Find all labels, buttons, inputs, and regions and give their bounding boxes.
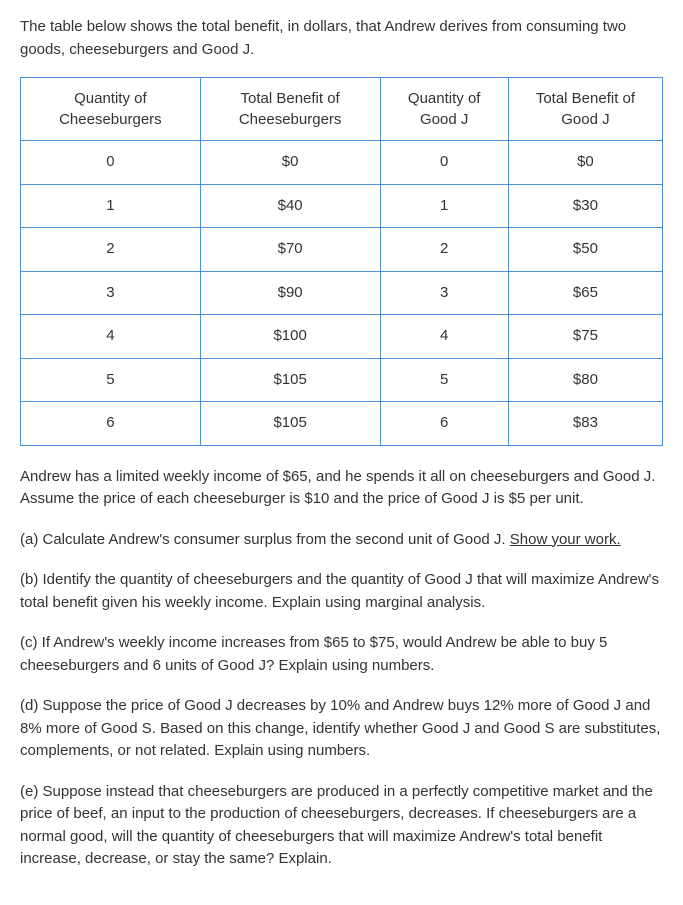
question-a: (a) Calculate Andrew's consumer surplus … bbox=[20, 529, 663, 552]
table-row: 2$702$50 bbox=[21, 228, 663, 272]
table-row: 3$903$65 bbox=[21, 271, 663, 315]
table-cell: 0 bbox=[380, 141, 508, 185]
table-cell: 3 bbox=[21, 271, 201, 315]
table-cell: 5 bbox=[21, 358, 201, 402]
table-cell: 6 bbox=[380, 402, 508, 446]
header-qty-goodj: Quantity of Good J bbox=[380, 78, 508, 141]
question-d: (d) Suppose the price of Good J decrease… bbox=[20, 695, 663, 763]
table-cell: $30 bbox=[508, 184, 662, 228]
table-cell: 4 bbox=[21, 315, 201, 359]
context-text: Andrew has a limited weekly income of $6… bbox=[20, 466, 663, 511]
table-cell: 3 bbox=[380, 271, 508, 315]
table-cell: 4 bbox=[380, 315, 508, 359]
table-cell: 2 bbox=[380, 228, 508, 272]
table-row: 4$1004$75 bbox=[21, 315, 663, 359]
table-cell: 0 bbox=[21, 141, 201, 185]
table-cell: $90 bbox=[200, 271, 380, 315]
table-cell: $105 bbox=[200, 358, 380, 402]
header-benefit-cheeseburgers: Total Benefit of Cheeseburgers bbox=[200, 78, 380, 141]
header-qty-cheeseburgers: Quantity of Cheeseburgers bbox=[21, 78, 201, 141]
intro-text: The table below shows the total benefit,… bbox=[20, 16, 663, 61]
question-a-underline: Show your work. bbox=[510, 531, 621, 548]
table-cell: $0 bbox=[508, 141, 662, 185]
table-cell: $50 bbox=[508, 228, 662, 272]
table-cell: $70 bbox=[200, 228, 380, 272]
table-cell: 6 bbox=[21, 402, 201, 446]
question-c: (c) If Andrew's weekly income increases … bbox=[20, 632, 663, 677]
benefit-table: Quantity of Cheeseburgers Total Benefit … bbox=[20, 77, 663, 446]
table-cell: $40 bbox=[200, 184, 380, 228]
table-row: 6$1056$83 bbox=[21, 402, 663, 446]
table-cell: $80 bbox=[508, 358, 662, 402]
table-row: 5$1055$80 bbox=[21, 358, 663, 402]
table-header-row: Quantity of Cheeseburgers Total Benefit … bbox=[21, 78, 663, 141]
table-cell: $105 bbox=[200, 402, 380, 446]
table-cell: 1 bbox=[380, 184, 508, 228]
table-row: 1$401$30 bbox=[21, 184, 663, 228]
table-cell: $100 bbox=[200, 315, 380, 359]
table-cell: $75 bbox=[508, 315, 662, 359]
table-cell: 5 bbox=[380, 358, 508, 402]
table-body: 0$00$01$401$302$702$503$903$654$1004$755… bbox=[21, 141, 663, 446]
table-row: 0$00$0 bbox=[21, 141, 663, 185]
header-benefit-goodj: Total Benefit of Good J bbox=[508, 78, 662, 141]
question-b: (b) Identify the quantity of cheeseburge… bbox=[20, 569, 663, 614]
question-a-text: (a) Calculate Andrew's consumer surplus … bbox=[20, 531, 510, 548]
question-e: (e) Suppose instead that cheeseburgers a… bbox=[20, 781, 663, 871]
table-cell: 1 bbox=[21, 184, 201, 228]
table-cell: 2 bbox=[21, 228, 201, 272]
table-cell: $0 bbox=[200, 141, 380, 185]
table-cell: $83 bbox=[508, 402, 662, 446]
table-cell: $65 bbox=[508, 271, 662, 315]
